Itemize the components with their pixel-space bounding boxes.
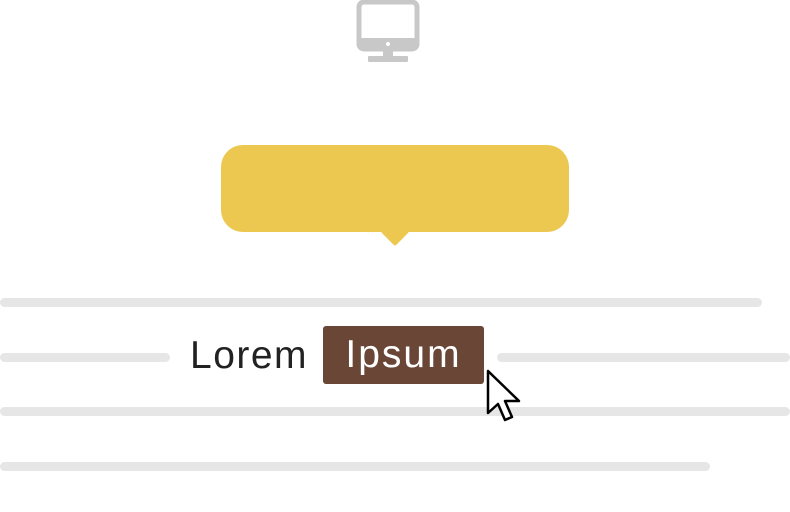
selected-word[interactable]: Ipsum bbox=[323, 326, 484, 384]
tooltip-bubble bbox=[221, 145, 569, 247]
text-line-placeholder bbox=[497, 353, 790, 362]
plain-word: Lorem bbox=[190, 334, 309, 377]
desktop-monitor-icon bbox=[356, 0, 420, 62]
tooltip-pointer bbox=[380, 217, 410, 247]
text-line-placeholder bbox=[0, 353, 170, 362]
mouse-pointer-icon bbox=[486, 369, 521, 422]
text-line-placeholder bbox=[0, 298, 762, 307]
text-line-placeholder bbox=[0, 407, 790, 416]
text-line-placeholder bbox=[0, 462, 710, 471]
